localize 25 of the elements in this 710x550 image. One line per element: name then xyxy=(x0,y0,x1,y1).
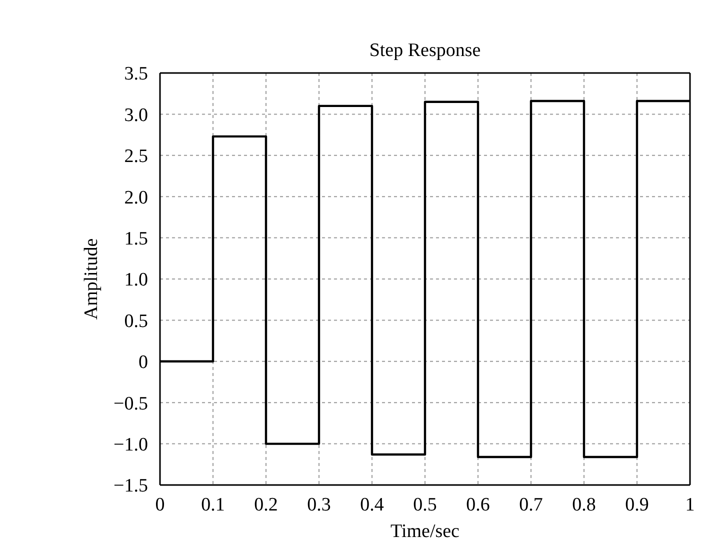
y-tick-label: 0 xyxy=(138,352,148,374)
y-tick-label: 1.0 xyxy=(124,270,148,291)
x-tick-label: 1 xyxy=(685,494,695,516)
x-tick-label: 0.9 xyxy=(625,494,649,516)
y-tick-label: 2.0 xyxy=(124,187,148,208)
x-tick-label: 0.1 xyxy=(201,494,225,516)
x-tick-label: 0.3 xyxy=(307,494,331,516)
x-tick-label: 0.6 xyxy=(466,494,490,516)
y-axis-title: Amplitude xyxy=(81,238,103,320)
y-tick-label: −1.0 xyxy=(114,434,148,456)
y-tick-label: 3.0 xyxy=(124,104,148,126)
x-tick-label: 0.5 xyxy=(413,494,437,516)
chart-title: Step Response xyxy=(368,40,482,62)
x-tick-label: 0.2 xyxy=(254,494,278,516)
y-tick-label: −1.5 xyxy=(114,476,148,497)
x-tick-label: 0 xyxy=(155,494,165,516)
y-tick-label: −0.5 xyxy=(114,393,148,414)
y-tick-label: 2.5 xyxy=(124,146,148,168)
x-tick-label: 0.7 xyxy=(519,494,543,516)
x-tick-label: 0.8 xyxy=(572,494,596,516)
y-tick-label: 1.5 xyxy=(124,228,148,250)
x-tick-label: 0.4 xyxy=(360,494,384,516)
x-axis-title: Time/sec xyxy=(390,521,460,543)
y-tick-label: 3.5 xyxy=(124,64,148,85)
y-tick-label: 0.5 xyxy=(124,310,148,332)
